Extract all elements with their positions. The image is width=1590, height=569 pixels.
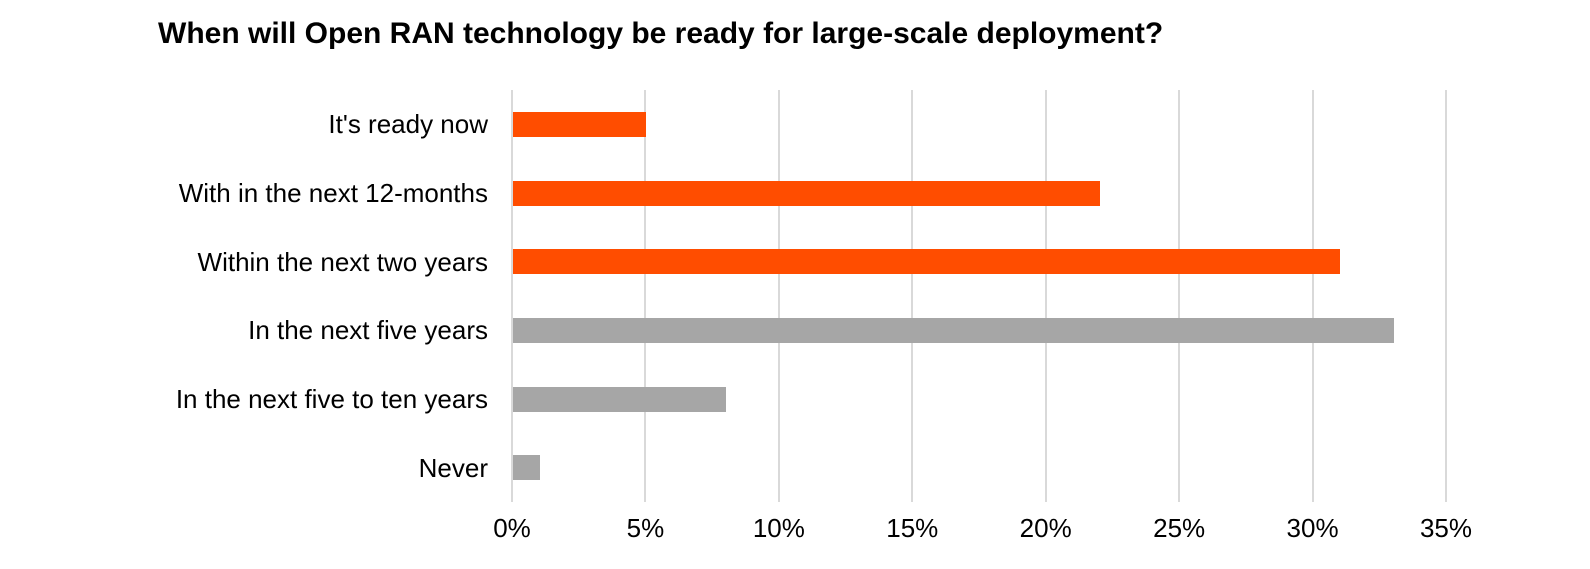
- x-tick-label: 10%: [752, 513, 805, 543]
- category-label: In the next five years: [248, 315, 488, 346]
- bar: [513, 386, 727, 412]
- gridline: [511, 90, 513, 502]
- category-label: Never: [418, 452, 488, 483]
- bar: [513, 180, 1101, 206]
- bar: [513, 455, 540, 481]
- x-tick-label: 5%: [626, 513, 665, 543]
- gridline: [1445, 90, 1447, 502]
- gridline: [911, 90, 914, 502]
- gridline: [777, 90, 780, 502]
- bar: [513, 249, 1341, 275]
- x-tick-label: 25%: [1153, 513, 1206, 543]
- bar: [513, 317, 1394, 343]
- x-tick-label: 15%: [886, 513, 939, 543]
- bar: [513, 111, 647, 137]
- category-label: Within the next two years: [197, 246, 488, 277]
- gridline: [1311, 90, 1314, 502]
- category-label: It's ready now: [328, 109, 488, 140]
- gridline: [644, 90, 647, 502]
- chart-title: When will Open RAN technology be ready f…: [158, 17, 1164, 50]
- x-tick-label: 20%: [1019, 513, 1072, 543]
- gridline: [1044, 90, 1047, 502]
- gridline: [1178, 90, 1181, 502]
- category-label: With in the next 12-months: [178, 178, 488, 208]
- x-tick-label: 30%: [1286, 513, 1339, 543]
- x-tick-label: 35%: [1419, 513, 1473, 543]
- x-tick-label: 0%: [493, 513, 531, 543]
- category-label: In the next five to ten years: [175, 384, 488, 414]
